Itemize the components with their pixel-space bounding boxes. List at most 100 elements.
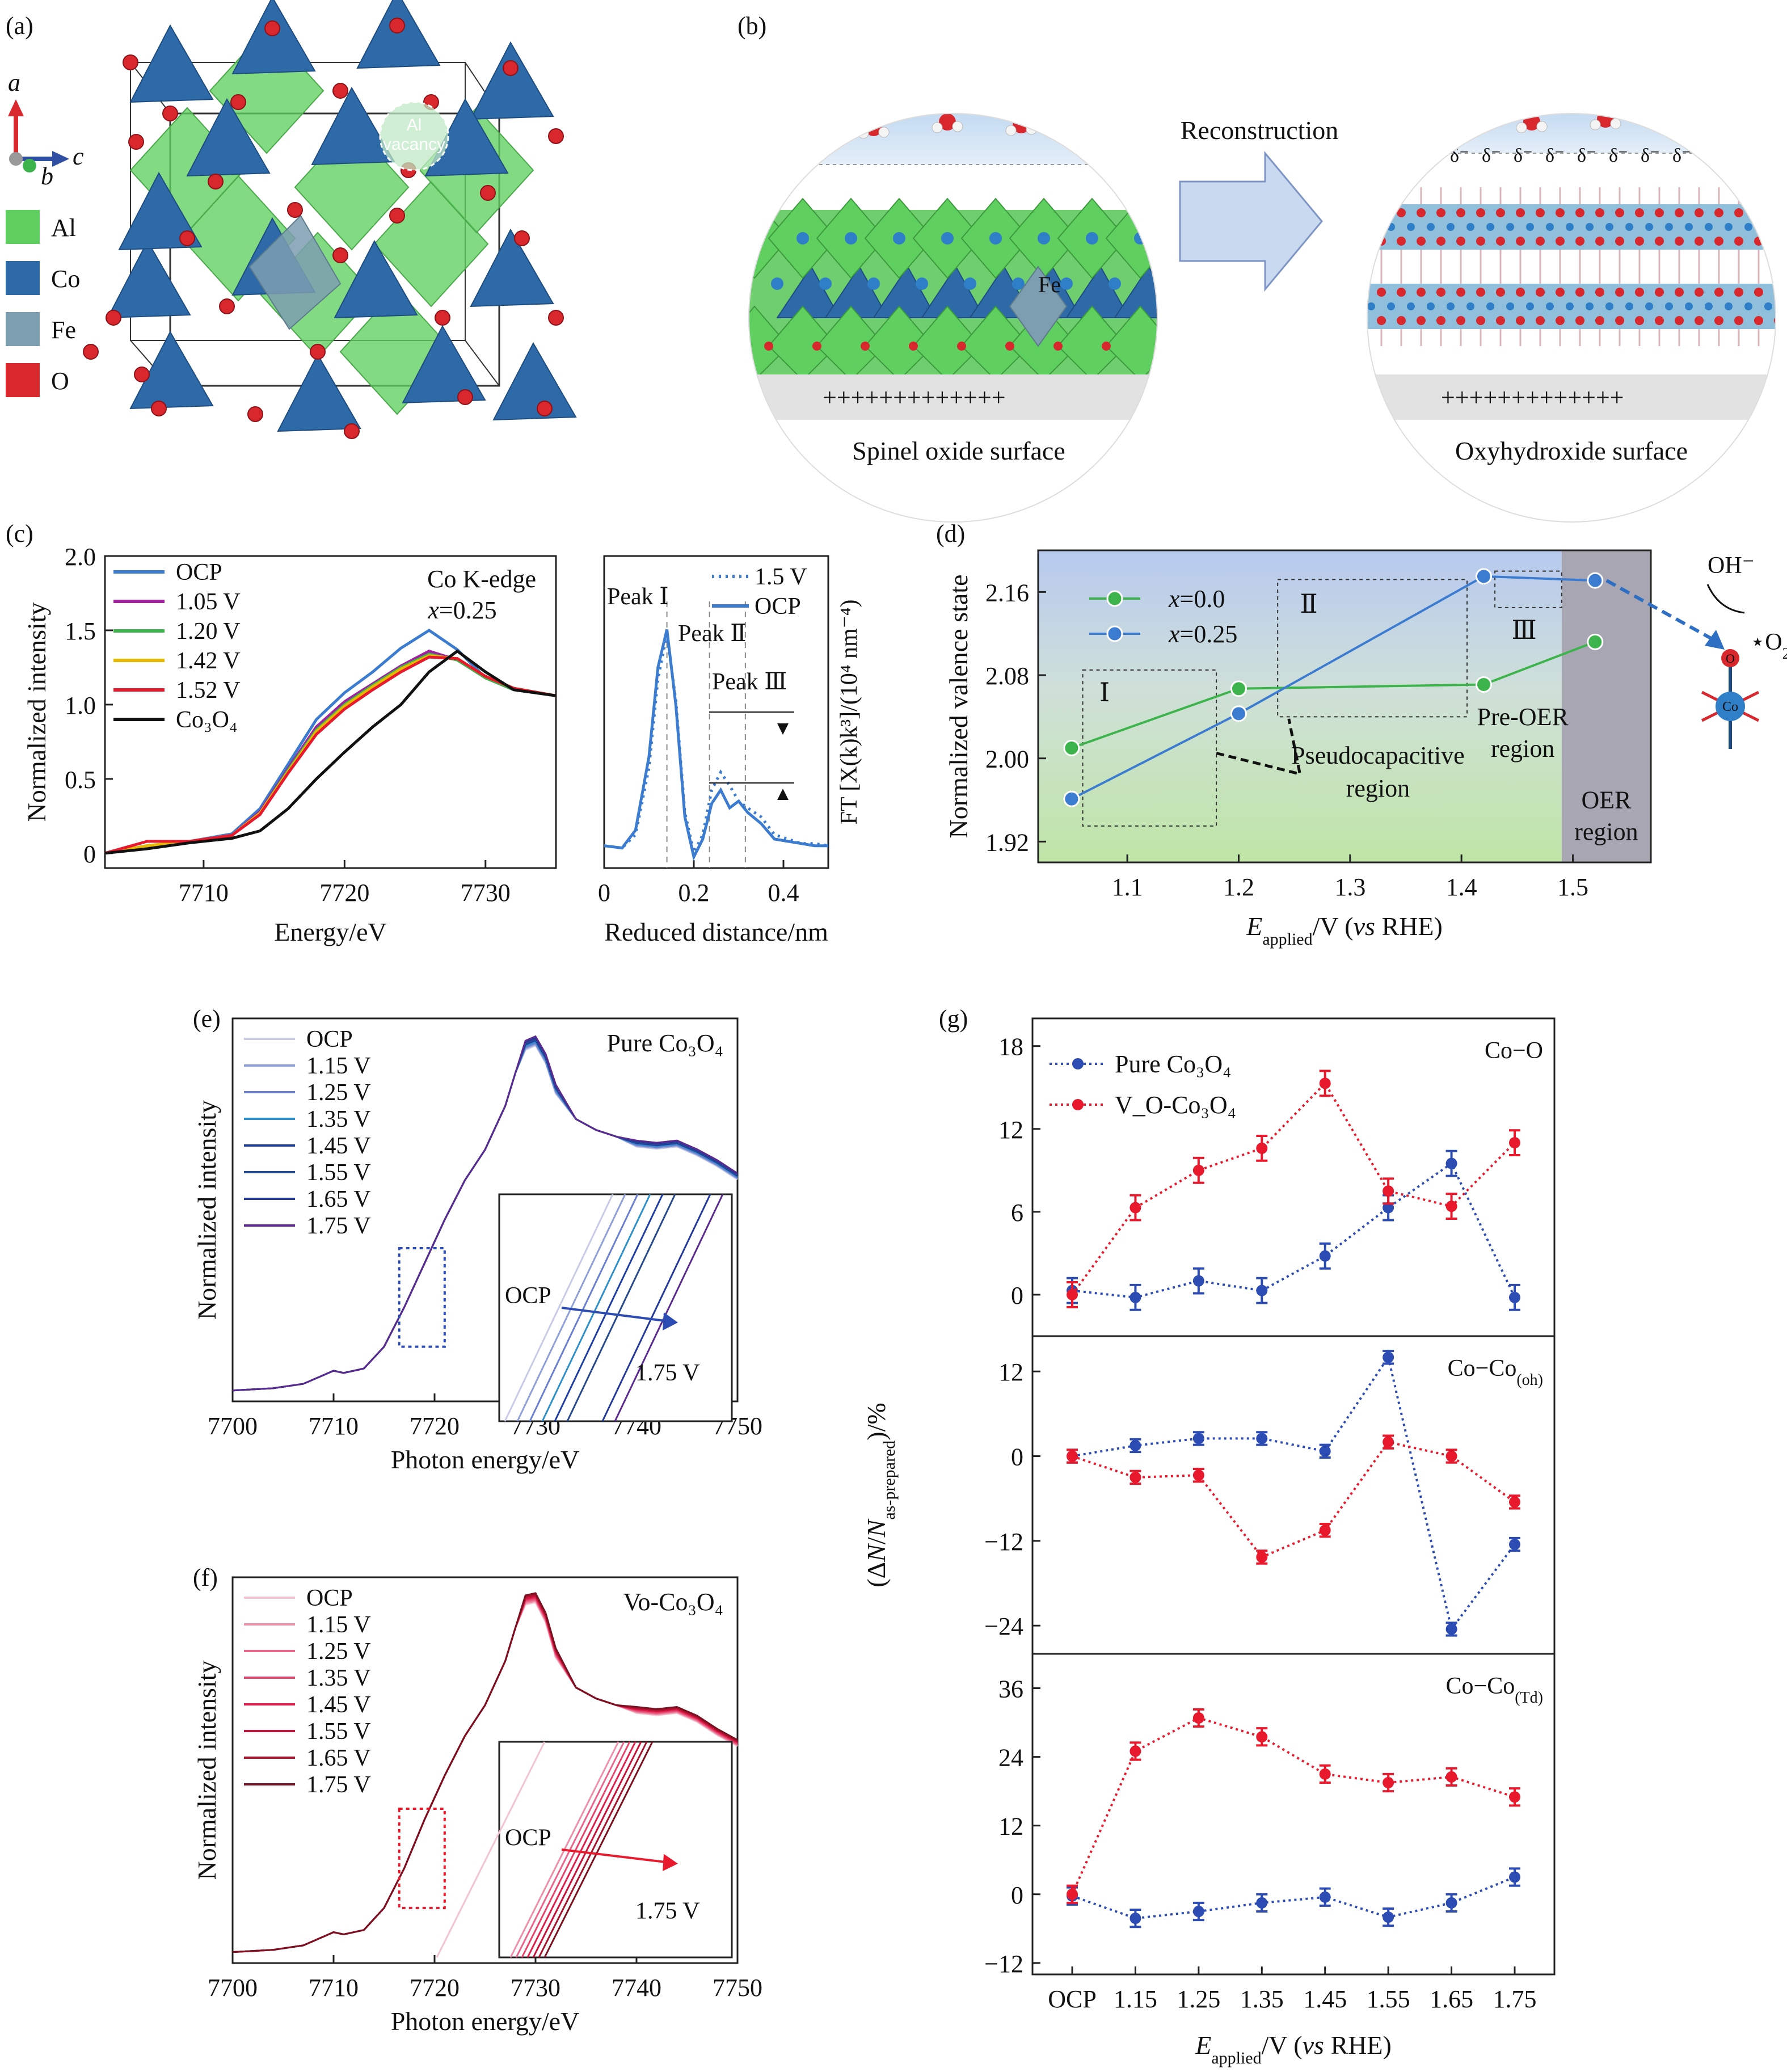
h-atom [858,128,869,139]
o-atom [134,367,150,382]
o-atom [123,54,138,70]
o-atom [1615,237,1624,246]
o-atom [1734,316,1743,325]
x-tick-label: 7710 [179,879,229,907]
legend-label: OCP [306,1026,353,1052]
oer-region-shade [1561,550,1651,862]
x-tick-label: 7720 [319,879,369,907]
h-atom [1516,122,1527,133]
spinel-caption: Spinel oxide surface [852,436,1065,465]
zoom-box [398,1808,446,1909]
axis-triad: a c b [8,69,84,190]
co-atom [1157,277,1169,290]
inset-line-OCP [436,1741,546,1958]
data-point [1319,1077,1331,1089]
panel-b: (b) +++++++++++++ Fe Spinel oxide surfac… [737,12,1787,523]
h-atom [1480,62,1490,72]
inset-start-label: OCP [505,1283,551,1309]
x-tick-label: 1.25 [1177,1985,1220,2013]
data-point [1509,1791,1520,1803]
o-atom [1377,288,1386,297]
h-atom [795,130,807,142]
x-tick-label: 7740 [612,1974,661,2002]
panel-g-label: (g) [939,1005,968,1033]
o-atom [1774,237,1776,246]
data-point [1587,572,1604,589]
series-line-1.5 V [604,634,829,857]
o-atom [909,342,918,351]
o-atom [1357,237,1366,246]
preoer-label-2: region [1491,735,1554,763]
co-tetrahedron [129,330,214,410]
y-tick-label: 36 [998,1675,1023,1703]
co-tetrahedron [129,24,214,103]
co-atom [1407,302,1415,310]
co-atom [1665,223,1673,231]
annotation-edge: Co K-edge [427,565,536,593]
y-tick-label: 2.08 [985,662,1029,690]
o-atom [1615,208,1624,217]
o-atom [1053,342,1063,351]
o-atom [128,134,144,150]
o-atom [389,18,405,33]
delta-charge: δ⁻ [1577,145,1596,166]
co-atom [1744,302,1752,310]
region-label: Ⅰ [1099,678,1110,707]
h-atom [1460,63,1470,73]
co-atom [1685,302,1693,310]
legend-label: 1.45 V [306,1133,371,1159]
element-legend: Al Co Fe O [6,210,80,397]
o-atom [1024,62,1041,79]
o-atom [1721,649,1739,667]
legend-label: 1.15 V [306,1612,371,1638]
x-tick-label: 0.2 [678,879,710,907]
plot-frame [603,555,829,869]
co-atom [1566,302,1574,310]
co-atom [1486,302,1494,310]
x-tick-label: 7720 [410,1412,460,1440]
data-point [1383,1777,1394,1789]
o-atom [1695,208,1704,217]
data-point [1383,1911,1394,1923]
data-point [1129,1439,1141,1451]
co-atom [1387,302,1395,310]
o-atom [247,406,263,422]
y-tick-label: 0 [1011,1443,1023,1471]
subplot-title: Co−Co(oh) [1448,1355,1543,1389]
peak-label-3: Peak Ⅲ [712,669,787,695]
o-atom [1496,288,1505,297]
o-atom [939,113,956,130]
h-atom [1463,113,1474,124]
co-atom [893,232,905,245]
legend-label-fe: Fe [51,316,76,344]
co-atom [1367,302,1375,310]
co-atom [1725,302,1733,310]
inset-line-1.65 V [538,1741,648,1958]
data-point [1319,1250,1331,1262]
arrow-down [777,723,789,735]
x-tick-label: 7710 [309,1974,359,2002]
o-atom [1436,316,1445,325]
o-atom [1556,288,1565,297]
axis-a-label: a [8,69,20,96]
co-atom [1625,302,1633,310]
co-atom [1665,302,1673,310]
series-line-VO-Co3O4 [1071,1081,1516,1296]
o-atom [1714,316,1723,325]
o2-label: ⋆O2 [1750,629,1787,663]
arrow-up [777,789,789,800]
o-atom [1069,119,1086,136]
o-atom [957,342,966,351]
o-atom [1675,237,1684,246]
o-atom [537,401,553,416]
co-atom [1784,223,1787,231]
y-tick-label: 12 [998,1358,1023,1386]
legend-label-o: O [51,367,69,395]
o-atom [1595,316,1604,325]
inset-line-1.25 V [529,1194,639,1422]
h-atom [1641,71,1651,82]
o-atom [1575,208,1584,217]
h-atom [1082,127,1094,138]
co-atom [1546,223,1554,231]
